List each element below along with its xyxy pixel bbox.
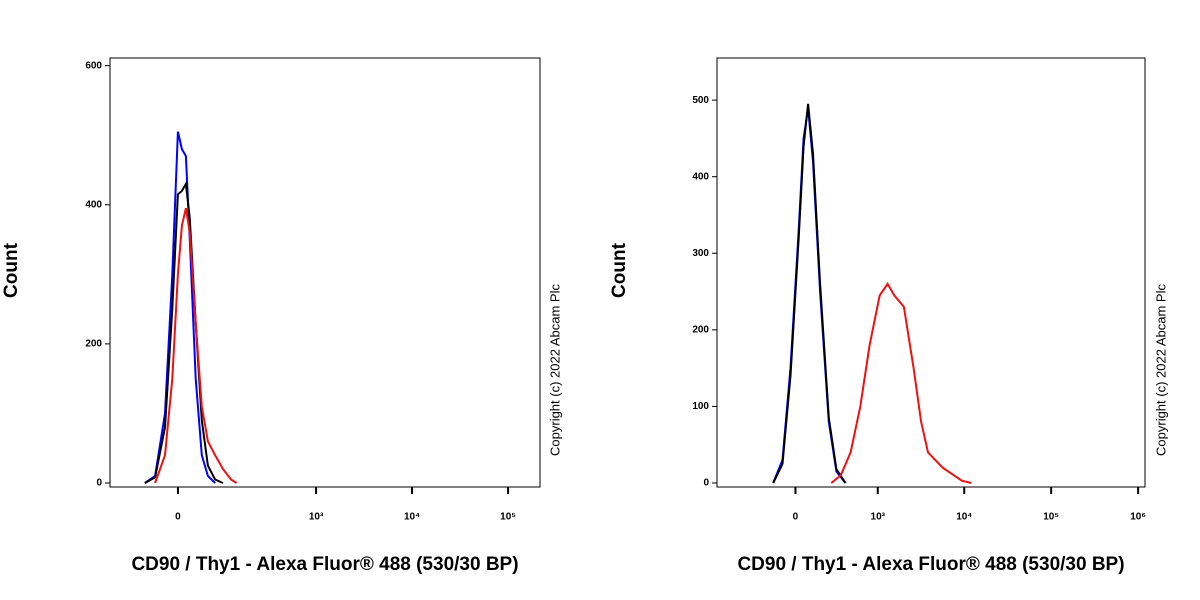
y-tick-label: 500: [692, 95, 709, 106]
plot-frame: [109, 57, 541, 488]
histogram-line: [154, 207, 238, 484]
y-tick-label: 600: [85, 60, 102, 71]
histogram-line: [830, 282, 972, 484]
x-axis-title: CD90 / Thy1 - Alexa Fluor® 488 (530/30 B…: [131, 554, 518, 575]
plot-frame: [716, 57, 1146, 488]
copyright: Copyright (c) 2022 Abcam Plc: [1153, 284, 1168, 456]
x-tick-label: 10⁴: [956, 512, 972, 523]
x-tick-label: 0: [175, 512, 181, 523]
x-tick-label: 10⁴: [404, 512, 420, 523]
y-axis-title: Count: [1, 242, 22, 298]
x-tick-label: 10⁵: [500, 512, 516, 523]
copyright: Copyright (c) 2022 Abcam Plc: [547, 284, 562, 456]
y-tick-label: 400: [85, 199, 102, 210]
y-axis-title: Count: [609, 242, 630, 298]
x-tick-label: 10³: [871, 512, 886, 523]
y-tick-label: 400: [692, 171, 709, 182]
histogram-line: [144, 180, 224, 484]
x-tick-label: 0: [793, 512, 799, 523]
y-tick-label: 100: [692, 401, 709, 412]
y-tick-label: 200: [692, 324, 709, 335]
y-tick-label: 200: [85, 339, 102, 350]
histogram-line: [772, 103, 847, 484]
y-tick-label: 300: [692, 248, 709, 259]
y-tick-label: 0: [703, 478, 709, 489]
y-tick-label: 0: [96, 478, 102, 489]
histogram-line: [144, 131, 216, 484]
x-tick-label: 10⁵: [1043, 512, 1059, 523]
histogram-line: [772, 107, 847, 484]
x-tick-label: 10³: [309, 512, 324, 523]
x-tick-label: 10⁶: [1130, 512, 1146, 523]
x-axis-title: CD90 / Thy1 - Alexa Fluor® 488 (530/30 B…: [737, 554, 1124, 575]
